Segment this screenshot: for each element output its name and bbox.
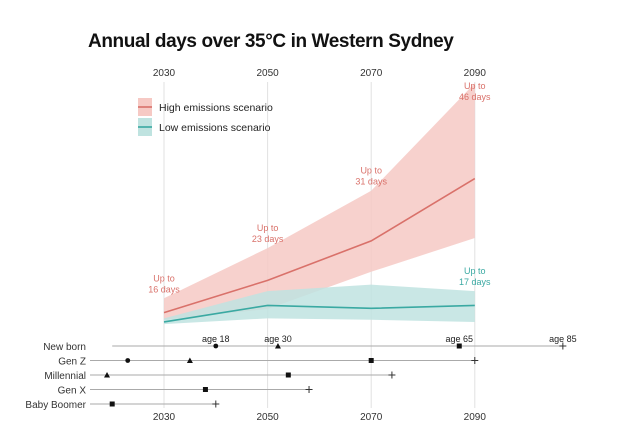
x-tick-label-bottom: 2070 bbox=[360, 412, 383, 423]
annotation-label: 31 days bbox=[355, 177, 387, 187]
age-label: age 30 bbox=[264, 334, 292, 344]
x-tick-label-top: 2070 bbox=[360, 68, 383, 79]
marker-square bbox=[202, 387, 208, 392]
annotation-label: 46 days bbox=[459, 92, 491, 102]
marker-circle bbox=[125, 358, 131, 363]
marker-square bbox=[368, 358, 374, 363]
row-label: Gen Z bbox=[58, 357, 86, 368]
annotation-label: Up to bbox=[464, 266, 486, 276]
annotation-label: Up to bbox=[153, 273, 175, 283]
age-label: age 65 bbox=[445, 334, 473, 344]
marker-plus bbox=[212, 400, 220, 408]
x-tick-label-top: 2050 bbox=[256, 68, 279, 79]
row-label: Baby Boomer bbox=[25, 400, 86, 411]
row-label: Gen X bbox=[58, 386, 87, 397]
marker-square bbox=[456, 343, 462, 349]
age-label: age 18 bbox=[202, 334, 230, 344]
band-low bbox=[164, 284, 475, 325]
legend-label: High emissions scenario bbox=[159, 102, 273, 114]
legend-label: Low emissions scenario bbox=[159, 122, 271, 134]
marker-square bbox=[285, 372, 291, 378]
age-label: age 85 bbox=[549, 334, 577, 344]
x-tick-label-bottom: 2090 bbox=[464, 412, 487, 423]
band-high bbox=[164, 83, 475, 320]
series-line-low bbox=[163, 304, 475, 323]
marker-triangle bbox=[104, 372, 111, 378]
marker-plus bbox=[471, 357, 479, 364]
x-tick-label-bottom: 2050 bbox=[256, 412, 279, 423]
marker-circle bbox=[213, 343, 219, 349]
row-label: Millennial bbox=[44, 371, 86, 382]
chart-title: Annual days over 35°C in Western Sydney bbox=[88, 31, 454, 52]
annotation-label: Up to bbox=[360, 166, 382, 176]
marker-plus bbox=[305, 386, 313, 393]
x-tick-label-top: 2090 bbox=[464, 68, 487, 79]
annotation-label: Up to bbox=[257, 223, 279, 233]
marker-square bbox=[109, 401, 115, 407]
annotation-label: 16 days bbox=[148, 284, 180, 294]
marker-plus bbox=[388, 371, 396, 379]
x-tick-label-top: 2030 bbox=[153, 68, 176, 79]
row-label: New born bbox=[43, 342, 86, 353]
annotation-label: 17 days bbox=[459, 277, 491, 287]
marker-triangle bbox=[274, 343, 281, 349]
annotation-label: Up to bbox=[464, 81, 486, 91]
x-tick-label-bottom: 2030 bbox=[153, 412, 176, 423]
series-line-high bbox=[163, 177, 476, 314]
annotation-label: 23 days bbox=[252, 234, 284, 244]
marker-triangle bbox=[186, 357, 193, 363]
marker-plus bbox=[559, 342, 567, 350]
